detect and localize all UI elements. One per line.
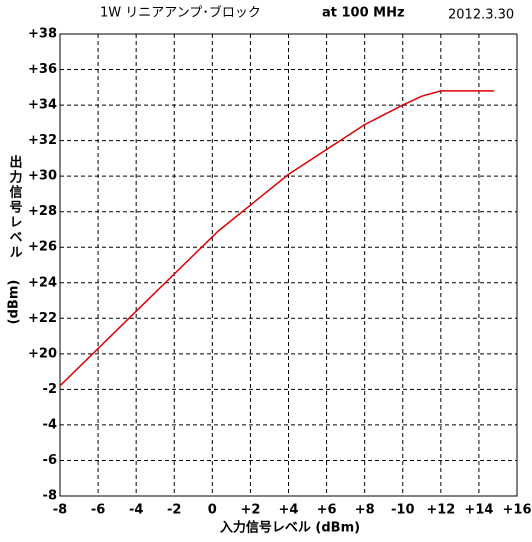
x-tick-label: +6 (317, 503, 337, 518)
x-tick-label: +14 (464, 503, 493, 518)
y-tick-label: -8 (43, 489, 57, 504)
x-axis-label: 入力信号レベル (dBm) (220, 520, 360, 536)
x-tick-label: 0 (208, 503, 217, 518)
plot-frame (59, 33, 518, 497)
x-tick-label: -8 (53, 503, 67, 518)
chart-title: 1W リニアアンプ･ブロック (100, 5, 261, 21)
y-tick-label: +36 (28, 62, 57, 77)
x-tick-label: +16 (503, 503, 532, 518)
y-tick-label: +30 (28, 169, 57, 184)
y-tick-label: +26 (28, 240, 57, 255)
x-tick-label: +4 (279, 503, 299, 518)
y-tick-label: +32 (28, 133, 57, 148)
data-line (59, 90, 495, 387)
x-tick-label: +8 (355, 503, 375, 518)
y-tick-label: -2 (43, 382, 57, 397)
y-tick-label: +22 (28, 311, 57, 326)
x-tick-label: -4 (129, 503, 143, 518)
x-tick-label: -10 (391, 503, 415, 518)
y-tick-label: -6 (43, 453, 57, 468)
x-tick-label: +12 (426, 503, 455, 518)
x-tick-label: +2 (240, 503, 260, 518)
y-tick-label: +38 (28, 27, 57, 42)
chart-date: 2012.3.30 (448, 8, 514, 23)
chart-subtitle: at 100 MHz (322, 6, 405, 21)
y-axis-unit: (dBm) (7, 280, 22, 325)
y-tick-label: +24 (28, 275, 57, 290)
y-tick-label: +20 (28, 346, 57, 361)
y-tick-label: +28 (28, 204, 57, 219)
x-tick-label: -6 (91, 503, 105, 518)
y-tick-label: -4 (43, 417, 57, 432)
y-axis-label: 出力信号レベル (7, 154, 23, 260)
y-tick-label: +34 (28, 98, 57, 113)
x-tick-label: -2 (167, 503, 181, 518)
